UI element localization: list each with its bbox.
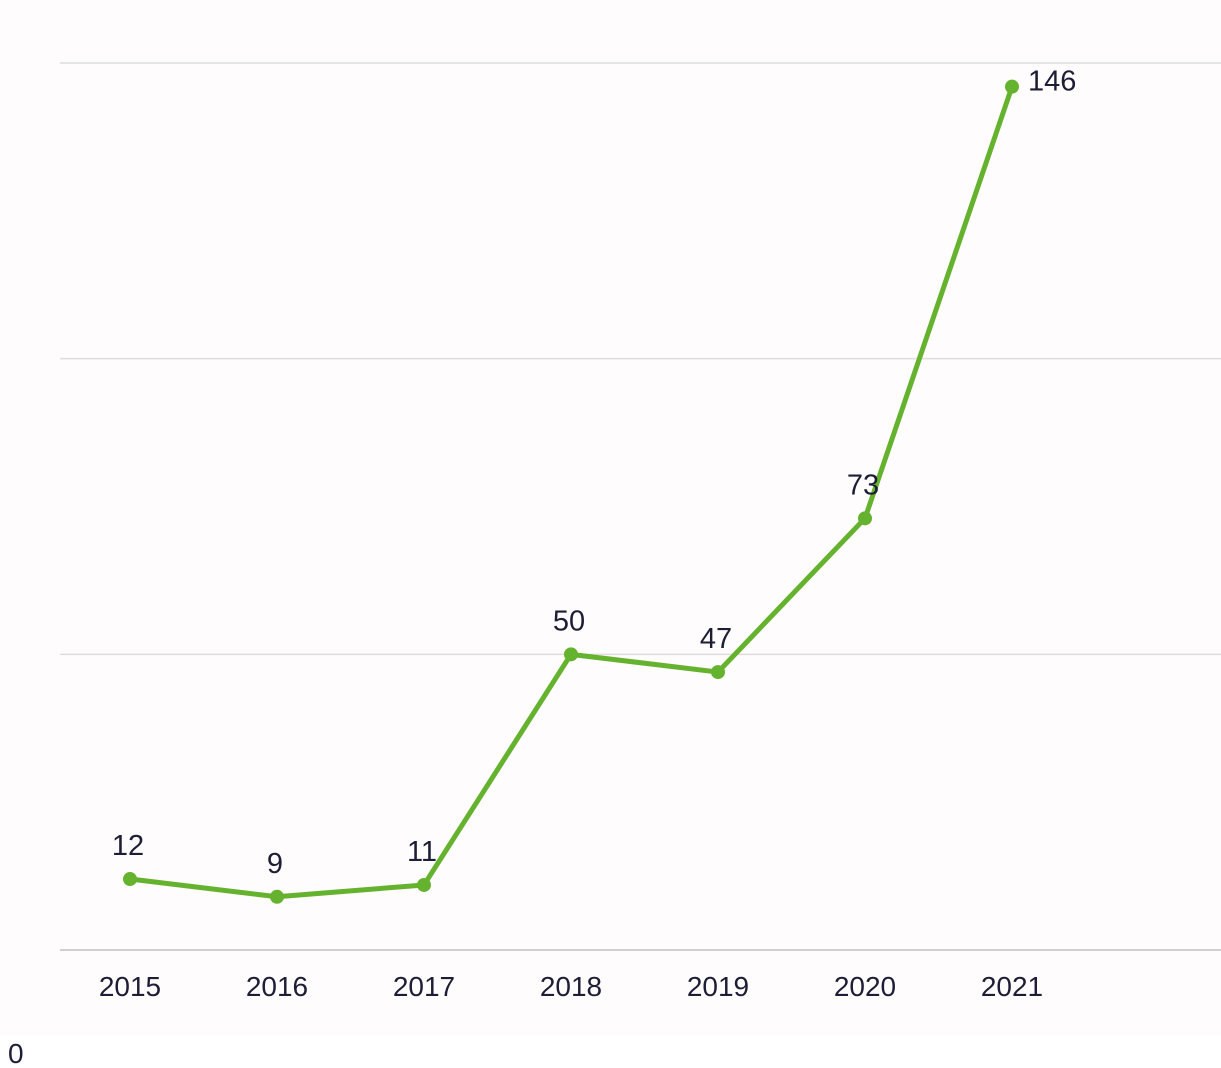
x-tick-label-2019: 2019 [687,971,749,1002]
data-label-2015: 12 [112,830,144,862]
data-points [123,79,1019,904]
data-label-2016: 9 [267,848,283,880]
data-point-2018 [564,647,578,662]
x-tick-label-2015: 2015 [99,971,161,1002]
data-point-2019 [711,665,725,680]
x-tick-label-2018: 2018 [540,971,602,1002]
x-axis-ticks: 2015 2016 2017 2018 2019 2020 2021 [99,971,1043,1002]
plot-background [0,0,1221,1035]
x-tick-label-2017: 2017 [393,971,455,1002]
data-point-2021 [1005,79,1019,94]
x-tick-label-2020: 2020 [834,971,896,1002]
x-tick-label-2016: 2016 [246,971,308,1002]
x-tick-label-2021: 2021 [981,971,1043,1002]
data-point-2015 [123,872,137,887]
series-line-path [127,84,1015,900]
data-label-2017: 11 [407,836,437,868]
data-label-2019: 47 [700,623,732,655]
data-label-2018: 50 [553,605,585,637]
series-line [127,84,1015,900]
data-point-2016 [270,889,284,904]
data-point-2020 [858,511,872,526]
gridlines [60,62,1221,951]
data-labels: 12 9 11 50 47 73 146 [112,66,1077,880]
data-label-2021: 146 [1028,66,1076,98]
data-point-2017 [417,877,431,892]
data-label-2020: 73 [847,469,879,501]
stray-zero-label: 0 [8,1038,24,1068]
